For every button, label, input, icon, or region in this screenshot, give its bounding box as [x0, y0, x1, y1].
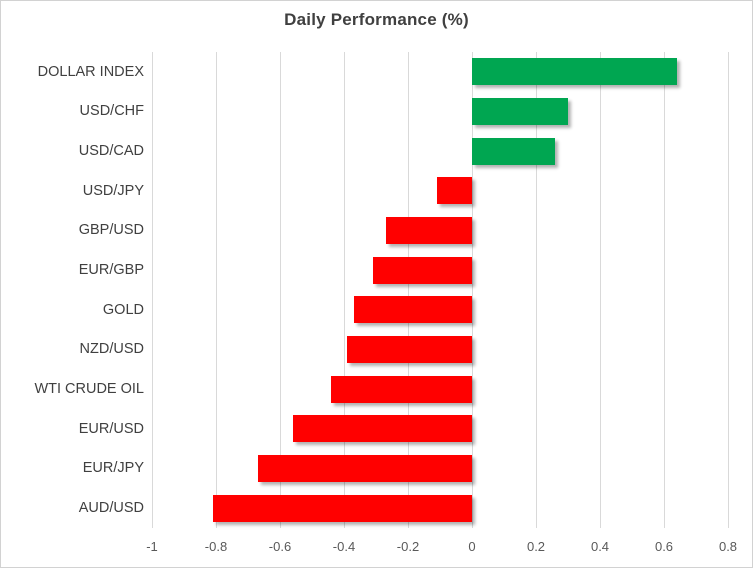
x-tick-label: 0.4 [590, 539, 610, 554]
bar-usd-cad [472, 137, 556, 165]
x-tick-label: -0.8 [204, 539, 228, 554]
category-label-eur-usd: EUR/USD [78, 420, 144, 437]
category-label-usd-cad: USD/CAD [78, 143, 144, 160]
gridline--1 [152, 52, 153, 528]
category-label-gbp-usd: GBP/USD [78, 222, 144, 239]
plot-area [152, 52, 729, 528]
x-tick-label: 0 [468, 539, 476, 554]
x-tick-label: 0.6 [654, 539, 674, 554]
bar-gbp-usd [385, 217, 472, 244]
category-label-dollar-index: DOLLAR INDEX [37, 63, 144, 80]
category-label-aud-usd: AUD/USD [78, 500, 144, 517]
x-tick-label: 0.2 [526, 539, 546, 554]
category-axis: DOLLAR INDEX USD/CHF USD/CAD USD/JPY GBP/USD… [1, 52, 144, 528]
bar-gold [353, 296, 472, 324]
bar-nzd-usd [347, 336, 472, 363]
bar-eur-usd [292, 415, 472, 443]
bar-aud-usd [212, 494, 472, 522]
bar-eur-jpy [257, 455, 472, 482]
category-label-nzd-usd: NZD/USD [79, 341, 144, 358]
bar-usd-chf [472, 98, 568, 125]
x-tick-label: 0.8 [718, 539, 738, 554]
category-label-eur-jpy: EUR/JPY [82, 460, 144, 477]
category-label-usd-jpy: USD/JPY [82, 182, 144, 199]
category-label-usd-chf: USD/CHF [79, 103, 144, 120]
gridline-0 [472, 52, 473, 528]
gridline-0.8 [728, 52, 729, 528]
chart-title: Daily Performance (%) [284, 10, 469, 29]
bar-wti-crude-oil [331, 375, 472, 403]
x-axis: -1 -0.8 -0.6 -0.4 -0.2 0 0.2 0.4 0.6 0.8 [146, 539, 737, 559]
x-tick-label: -0.2 [396, 539, 420, 554]
bar-usd-jpy [436, 177, 472, 205]
bar-eur-gbp [372, 256, 472, 284]
gridline--0.8 [216, 52, 217, 528]
x-tick-label: -1 [146, 539, 158, 554]
category-label-gold: GOLD [102, 301, 144, 318]
gridline-0.6 [664, 52, 665, 528]
category-label-wti-crude-oil: WTI CRUDE OIL [34, 381, 144, 398]
gridline--0.2 [408, 52, 409, 528]
gridline-0.2 [536, 52, 537, 528]
x-tick-label: -0.4 [332, 539, 356, 554]
bar-dollar-index [472, 58, 677, 86]
gridline--0.6 [280, 52, 281, 528]
x-tick-label: -0.6 [268, 539, 292, 554]
gridline--0.4 [344, 52, 345, 528]
gridline-0.4 [600, 52, 601, 528]
category-label-eur-gbp: EUR/GBP [78, 262, 144, 279]
